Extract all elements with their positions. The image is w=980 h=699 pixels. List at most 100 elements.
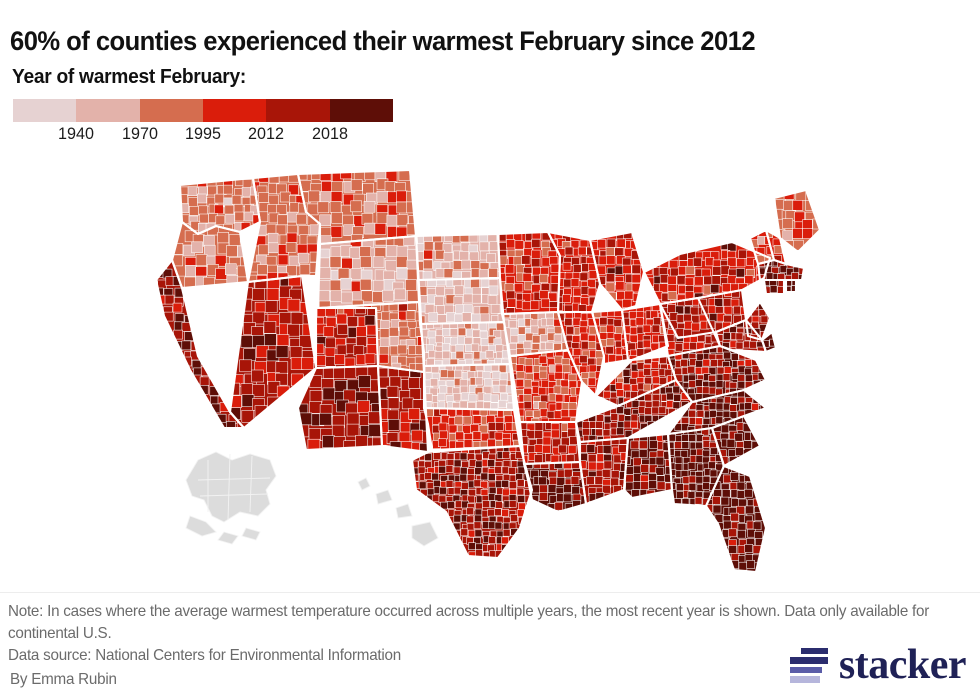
state-border-FL [704,464,768,574]
county [472,431,482,440]
county [468,393,477,402]
county [624,290,634,300]
county [687,365,695,374]
stacker-logo[interactable]: stacker [789,644,967,686]
county [411,429,423,442]
county [386,245,398,257]
county [792,228,803,239]
state-counties-OK [424,408,520,450]
county [730,472,739,481]
county [735,332,744,341]
county [448,424,458,434]
state-counties-UT [316,276,378,368]
county [708,402,717,410]
legend-tick-2012: 2012 [248,124,285,143]
logo-bar-0 [800,647,828,654]
county [558,444,567,454]
county [457,327,466,336]
county [674,343,683,352]
county [688,434,696,442]
state-counties-LA [524,462,586,512]
county [505,264,515,274]
county [423,249,433,260]
county [687,491,696,499]
state-border-NY [642,240,772,306]
county [476,400,485,409]
county [214,204,224,215]
state-border-RI [784,278,798,294]
county [516,487,525,496]
county [459,251,469,261]
county [561,402,570,411]
county [586,444,596,453]
county [330,290,342,302]
county [734,432,743,442]
county [501,480,509,488]
county [465,358,474,366]
county [334,354,345,365]
county [783,200,794,211]
county [639,440,648,450]
county [215,215,226,226]
county [674,450,682,458]
hawaii-inset-no-data [357,477,439,547]
county [731,290,740,298]
county [426,482,435,490]
county [547,484,557,493]
county [730,553,740,562]
county [490,394,499,403]
county [422,271,433,280]
county [435,335,444,344]
county [629,326,638,335]
county [610,470,620,479]
county [487,459,495,467]
county [187,186,198,196]
state-counties-NV [230,276,316,428]
state-counties-MA [758,260,804,280]
county [676,275,686,285]
county [616,238,626,248]
county [325,337,336,349]
county [479,330,488,339]
county [290,312,304,325]
county [309,390,323,403]
county [474,377,483,386]
county [376,212,389,224]
county [207,185,217,196]
county [525,332,534,341]
county [630,420,638,429]
state-border-IN [590,308,630,366]
county [620,452,628,461]
county [737,529,746,539]
county [659,274,669,284]
county [688,380,697,388]
hawaii-inset-no-data-part-2 [395,503,413,519]
county [396,245,409,258]
county [510,514,518,522]
county [434,351,443,360]
county [568,373,577,382]
county [769,285,778,293]
county [172,302,183,313]
county [468,542,476,550]
county [237,265,248,278]
county [501,509,509,517]
county [573,287,582,297]
county [702,449,710,458]
county [258,192,269,203]
county [668,448,675,456]
county [203,235,215,247]
county [466,515,474,524]
county [488,486,497,495]
county [494,466,502,474]
county [490,364,499,372]
state-counties-ID [248,174,320,282]
state-counties-AR [520,422,580,464]
county [738,561,748,571]
county [540,334,549,343]
state-counties-SD [418,278,504,324]
county [711,275,721,285]
county [554,325,563,334]
county [542,444,551,454]
legend-tick-1995: 1995 [185,124,221,143]
